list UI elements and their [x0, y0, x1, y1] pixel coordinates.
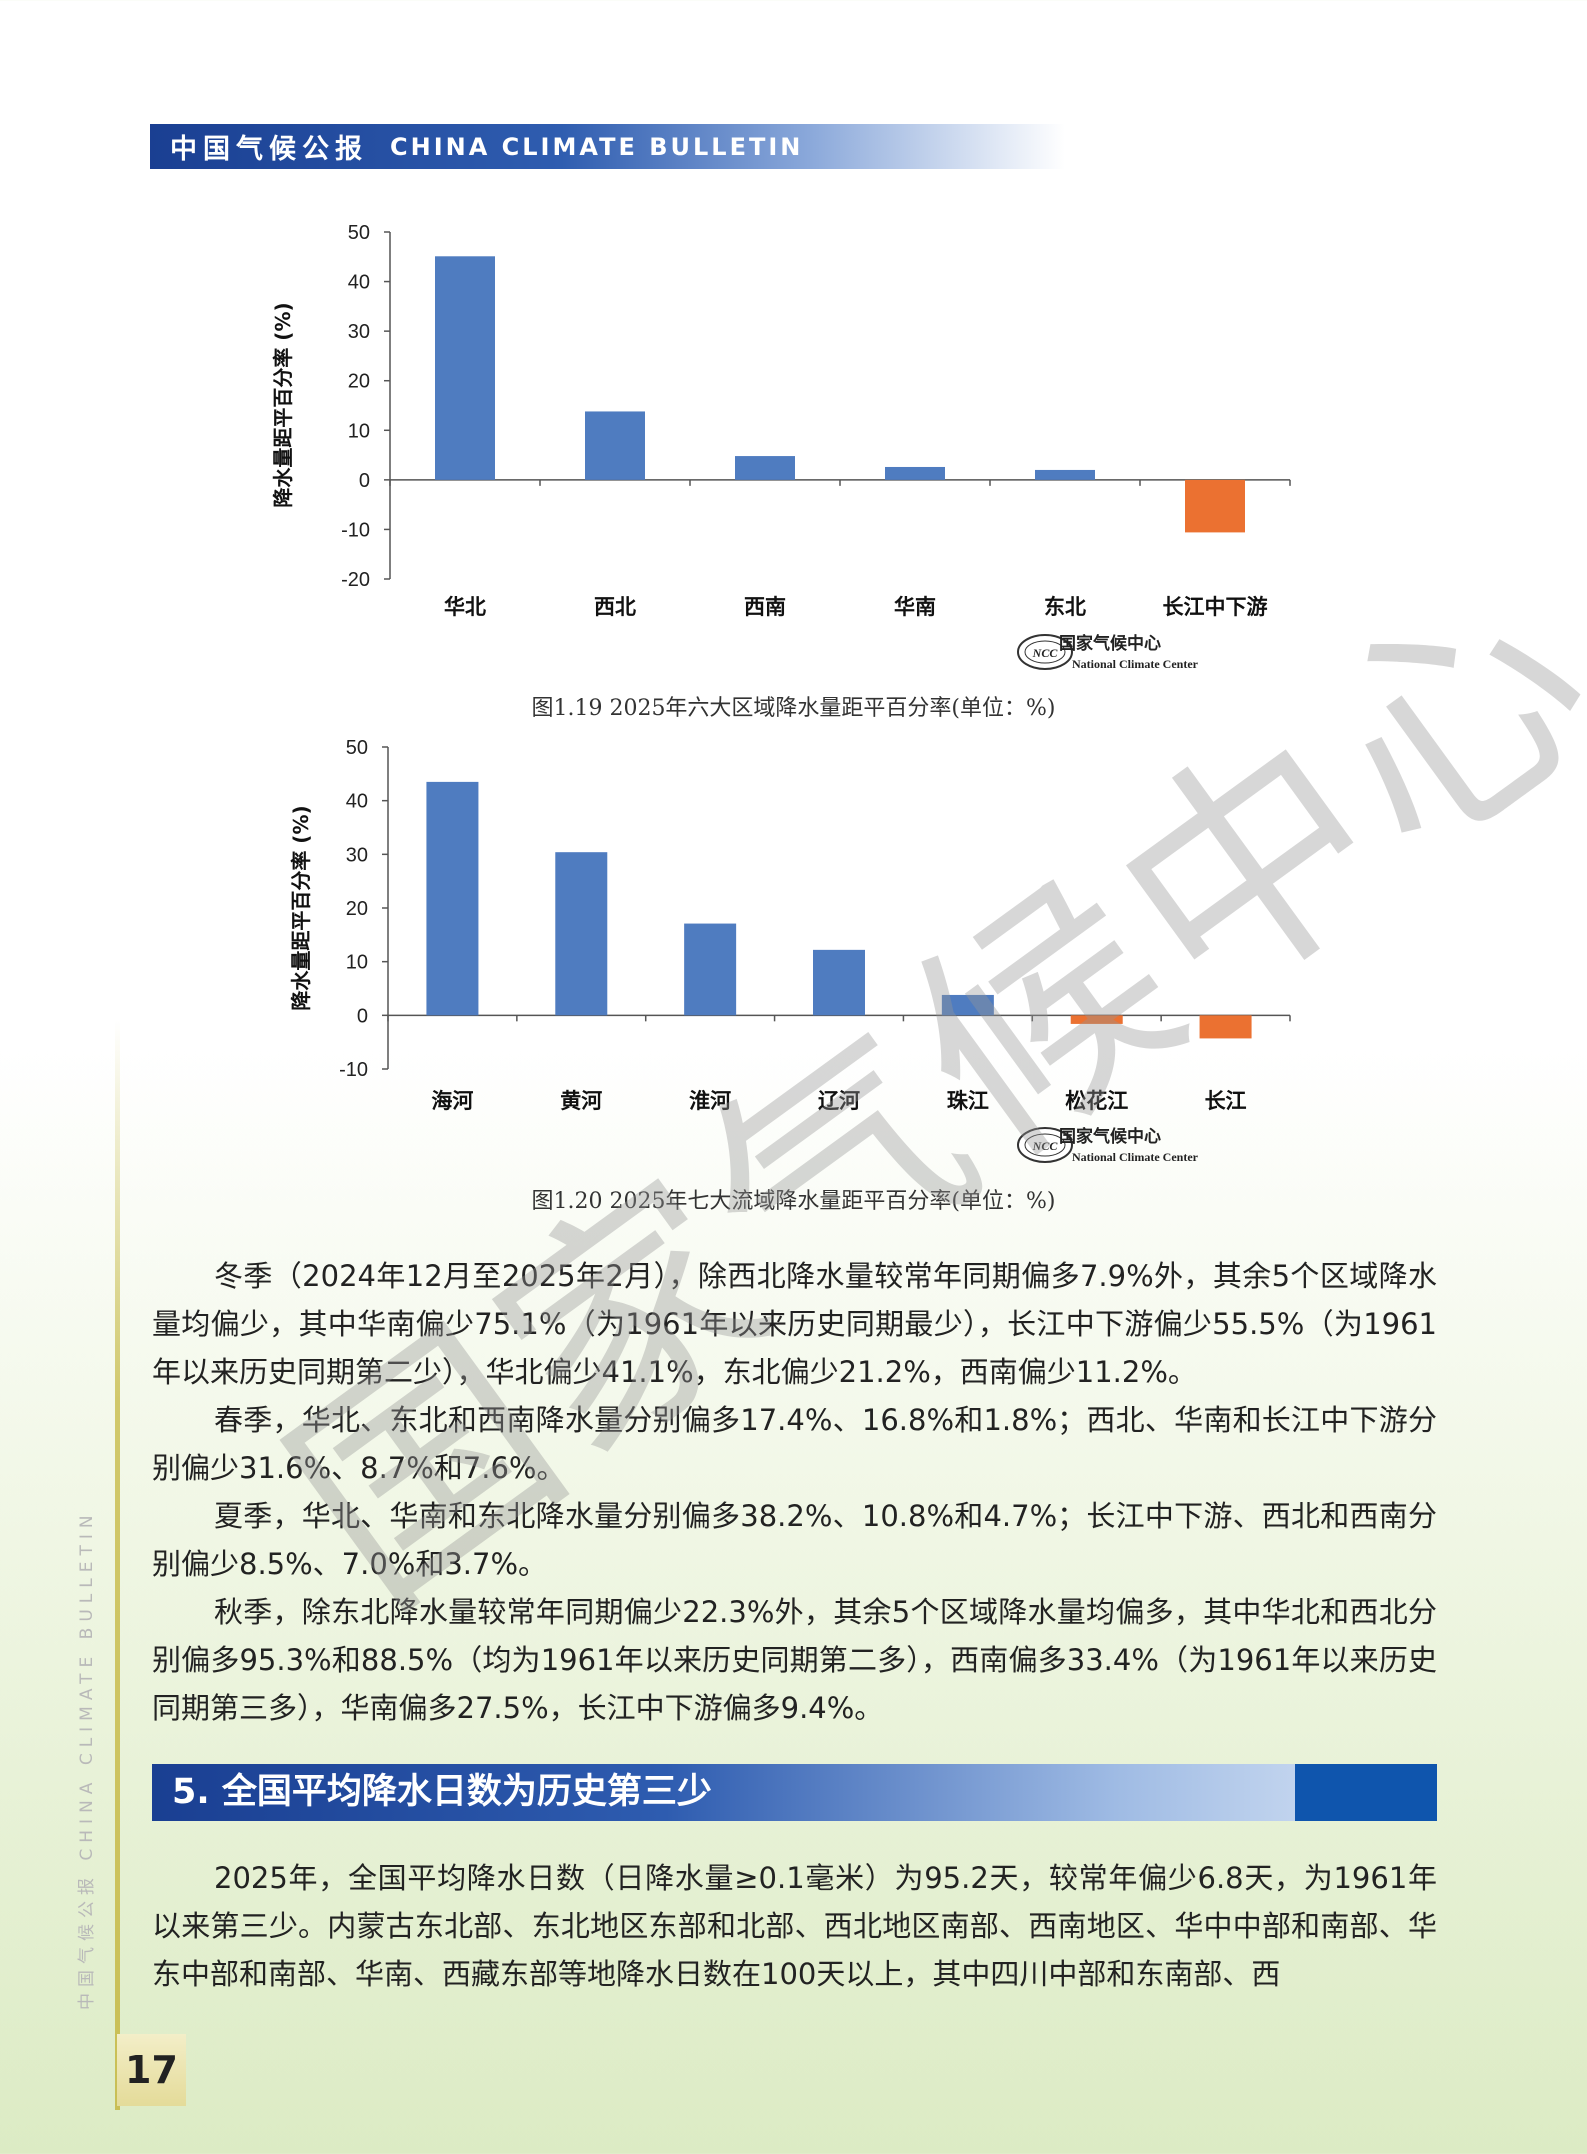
ncc-logo: NCC 国家气候中心 National Climate Center — [1017, 1126, 1199, 1164]
paragraph-rain-days: 2025年，全国平均降水日数（日降水量≥0.1毫米）为95.2天，较常年偏少6.… — [152, 1861, 1437, 1991]
ncc-logo-ring — [1024, 640, 1066, 664]
ncc-logo-name-en: National Climate Center — [1072, 1150, 1199, 1164]
x-category-label: 西南 — [744, 595, 786, 619]
y-tick-label: 50 — [348, 222, 370, 244]
y-tick-label: 50 — [346, 737, 368, 759]
header-banner: 中国气候公报 CHINA CLIMATE BULLETIN — [150, 124, 1065, 169]
chart-regions-svg: 50 40 30 20 10 0 -10 -20 华北 西北 西南 华南 东北 长江中下游 降水量距平百分率… — [271, 222, 1291, 671]
sidebar-line — [115, 1020, 120, 2110]
x-category-label: 东北 — [1044, 595, 1086, 619]
x-category-label: 长江中下游 — [1163, 595, 1268, 619]
ncc-logo-abbr: NCC — [1032, 646, 1059, 660]
ncc-logo-name-cn: 国家气候中心 — [1059, 1126, 1161, 1147]
y-tick-label: -10 — [341, 519, 370, 541]
bar-长江 — [1199, 1015, 1252, 1039]
x-category-label: 松花江 — [1065, 1089, 1128, 1113]
bar-西南 — [735, 456, 795, 480]
y-tick-label: 30 — [348, 321, 370, 343]
bar-华北 — [435, 256, 495, 480]
bar-华南 — [885, 466, 945, 480]
ncc-logo-name-en: National Climate Center — [1072, 657, 1199, 671]
y-axis-title: 降水量距平百分率 (%) — [289, 805, 313, 1010]
bar-海河 — [426, 781, 479, 1016]
sidebar-text: 中国气候公报 CHINA CLIMATE BULLETIN — [77, 1509, 97, 2010]
x-category-label: 淮河 — [689, 1089, 731, 1113]
chart-basins-svg: 50 40 30 20 10 0 -10 海河 黄河 淮河 辽河 珠江 松花江 长江 降水量距平百分率 (%… — [289, 737, 1291, 1164]
bar-长江中下游 — [1185, 479, 1245, 533]
x-category-label: 长江 — [1205, 1089, 1247, 1113]
body-text-seasons: 冬季（2024年12月至2025年2月），除西北降水量较常年同期偏多7.9%外，… — [152, 1252, 1437, 1732]
bar-东北 — [1035, 469, 1095, 480]
bar-松花江 — [1070, 1015, 1123, 1024]
y-tick-label: 0 — [359, 470, 370, 492]
chart-regions-caption: 图1.19 2025年六大区域降水量距平百分率(单位：%) — [531, 696, 1056, 721]
y-tick-label: -10 — [339, 1059, 368, 1081]
ncc-logo-abbr: NCC — [1032, 1139, 1059, 1153]
bar-黄河 — [555, 852, 608, 1016]
bar-辽河 — [813, 949, 865, 1016]
ncc-logo: NCC 国家气候中心 National Climate Center — [1017, 633, 1199, 671]
chart-basins-caption: 图1.20 2025年七大流域降水量距平百分率(单位：%) — [531, 1189, 1056, 1214]
bar-西北 — [585, 411, 645, 480]
header-title-cn: 中国气候公报 — [170, 134, 368, 165]
y-tick-label: 0 — [357, 1005, 368, 1027]
bar-淮河 — [684, 923, 737, 1016]
x-category-label: 华南 — [894, 595, 936, 619]
section-heading-bar: 5. 全国平均降水日数为历史第三少 — [152, 1764, 1437, 1821]
y-tick-label: 10 — [348, 420, 370, 442]
y-tick-label: 20 — [348, 371, 370, 393]
x-category-label: 黄河 — [560, 1089, 602, 1113]
ncc-logo-name-cn: 国家气候中心 — [1059, 633, 1161, 654]
header-title-en: CHINA CLIMATE BULLETIN — [390, 132, 804, 161]
bar-珠江 — [941, 994, 994, 1016]
x-category-label: 珠江 — [947, 1089, 989, 1113]
section-bar-accent — [1295, 1764, 1437, 1821]
y-tick-label: 10 — [346, 952, 368, 974]
paragraph-autumn: 秋季，除东北降水量较常年同期偏少22.3%外，其余5个区域降水量均偏多，其中华北… — [152, 1595, 1437, 1725]
section-title: 5. 全国平均降水日数为历史第三少 — [172, 1772, 712, 1812]
ncc-logo-ring — [1024, 1133, 1066, 1157]
y-tick-label: 20 — [346, 898, 368, 920]
paragraph-summer: 夏季，华北、华南和东北降水量分别偏多38.2%、10.8%和4.7%；长江中下游… — [152, 1499, 1437, 1581]
paragraph-spring: 春季，华北、东北和西南降水量分别偏多17.4%、16.8%和1.8%；西北、华南… — [152, 1403, 1437, 1485]
body-text-rain-days: 2025年，全国平均降水日数（日降水量≥0.1毫米）为95.2天，较常年偏少6.… — [152, 1854, 1437, 1998]
x-category-label: 西北 — [594, 595, 636, 619]
paragraph-winter: 冬季（2024年12月至2025年2月），除西北降水量较常年同期偏多7.9%外，… — [152, 1259, 1437, 1389]
y-tick-label: 40 — [348, 272, 370, 294]
y-tick-label: 30 — [346, 844, 368, 866]
page-number: 17 — [117, 2034, 186, 2106]
y-tick-label: -20 — [341, 569, 370, 591]
x-category-label: 海河 — [431, 1089, 473, 1113]
y-axis-title: 降水量距平百分率 (%) — [271, 302, 295, 507]
x-category-label: 华北 — [444, 595, 486, 619]
y-tick-label: 40 — [346, 791, 368, 813]
x-category-label: 辽河 — [818, 1089, 860, 1113]
